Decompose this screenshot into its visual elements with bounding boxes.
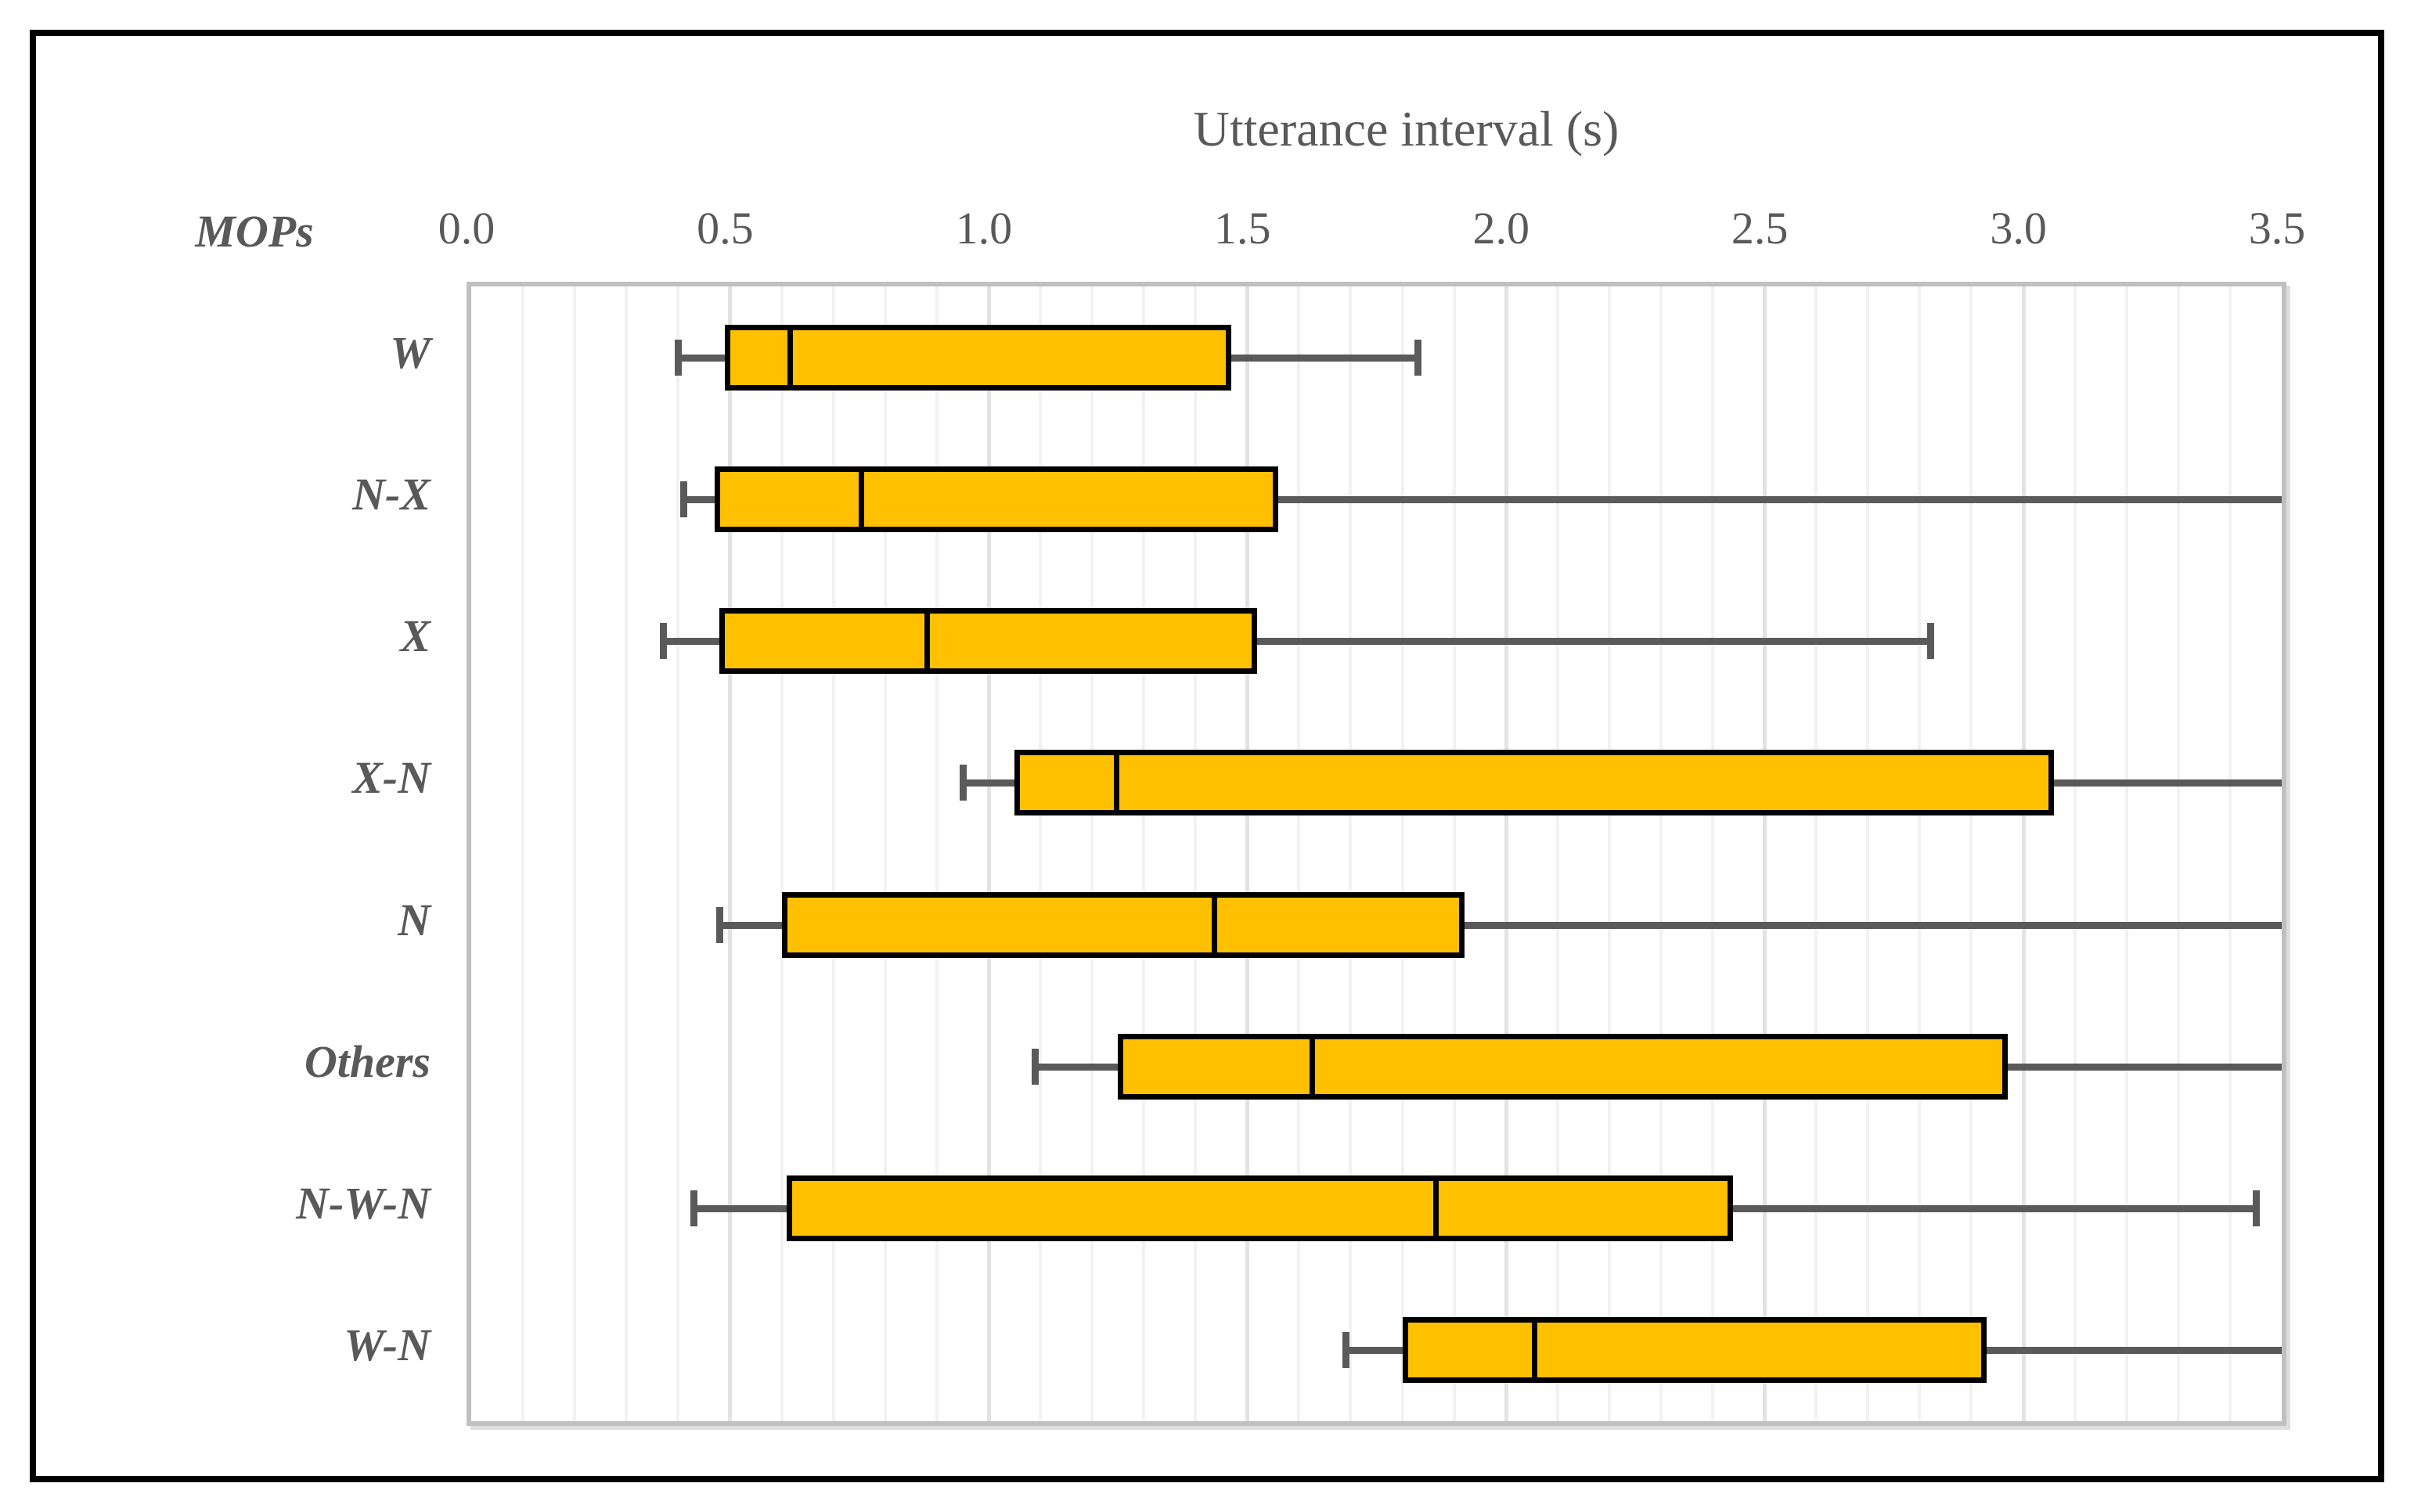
iqr-box xyxy=(1402,1317,1987,1384)
iqr-box xyxy=(1014,750,2055,816)
grid-line-minor xyxy=(1400,286,1404,1421)
x-tick-label: 2.0 xyxy=(1472,203,1529,254)
category-label: N-X xyxy=(352,468,431,520)
whisker-cap-min xyxy=(659,623,667,660)
whisker-line xyxy=(683,495,2282,503)
x-tick-label: 2.5 xyxy=(1731,203,1789,254)
grid-line-minor xyxy=(521,286,525,1421)
category-label: X-N xyxy=(352,752,431,804)
whisker-cap-min xyxy=(1032,1048,1039,1085)
plot-area xyxy=(467,282,2286,1426)
grid-line-minor xyxy=(1866,286,1870,1421)
grid-line-minor xyxy=(1555,286,1559,1421)
grid-line-minor xyxy=(1194,286,1198,1421)
category-label: X xyxy=(400,610,431,662)
median-line xyxy=(1433,1181,1439,1237)
grid-line-minor xyxy=(2176,286,2180,1421)
whisker-cap-max xyxy=(1414,339,1422,376)
grid-line-minor xyxy=(1297,286,1301,1421)
x-tick-label: 0.0 xyxy=(438,203,495,254)
median-line xyxy=(924,614,931,669)
grid-line-major xyxy=(2021,286,2026,1421)
x-tick-label: 0.5 xyxy=(697,203,754,254)
whisker-cap-min xyxy=(679,481,687,517)
iqr-box xyxy=(787,1175,1734,1242)
grid-line-minor xyxy=(1038,286,1042,1421)
grid-line-minor xyxy=(1814,286,1818,1421)
median-line xyxy=(859,471,865,527)
iqr-box xyxy=(724,324,1232,391)
category-label: N xyxy=(398,894,431,945)
category-label: Others xyxy=(304,1035,431,1087)
grid-line-major xyxy=(1245,286,1250,1421)
grid-line-minor xyxy=(1452,286,1456,1421)
whisker-line xyxy=(719,921,2282,929)
median-line xyxy=(1114,755,1120,811)
category-label: N-W-N xyxy=(296,1178,431,1229)
iqr-box xyxy=(781,891,1465,958)
whisker-cap-min xyxy=(1342,1332,1349,1369)
grid-line-minor xyxy=(1090,286,1094,1421)
x-tick-label: 1.0 xyxy=(955,203,1013,254)
grid-line-minor xyxy=(1349,286,1353,1421)
grid-line-minor xyxy=(2124,286,2128,1421)
y-axis-label: MOPs xyxy=(195,206,314,257)
grid-line-minor xyxy=(573,286,577,1421)
category-label: W xyxy=(390,326,431,378)
whisker-cap-min xyxy=(675,339,683,376)
grid-line-minor xyxy=(1969,286,1973,1421)
grid-line-minor xyxy=(2228,286,2232,1421)
iqr-box xyxy=(719,608,1258,675)
median-line xyxy=(787,329,794,385)
grid-line-minor xyxy=(883,286,887,1421)
grid-line-minor xyxy=(935,286,939,1421)
x-tick-label: 3.5 xyxy=(2248,203,2306,254)
chart-title: Utterance interval (s) xyxy=(1193,101,1620,157)
x-tick-label: 1.5 xyxy=(1214,203,1271,254)
plot-inner xyxy=(471,286,2282,1421)
grid-line-minor xyxy=(676,286,680,1421)
grid-line-major xyxy=(728,286,733,1421)
median-line xyxy=(1531,1323,1537,1378)
grid-line-minor xyxy=(625,286,629,1421)
whisker-line xyxy=(662,638,1930,646)
grid-line-minor xyxy=(780,286,784,1421)
whisker-cap-min xyxy=(716,906,724,943)
grid-line-major xyxy=(986,286,991,1421)
whisker-cap-max xyxy=(1926,623,1934,660)
median-line xyxy=(1211,897,1217,952)
grid-line-minor xyxy=(1659,286,1663,1421)
grid-line-minor xyxy=(1711,286,1715,1421)
grid-line-minor xyxy=(831,286,835,1421)
category-label: W-N xyxy=(344,1319,431,1371)
iqr-box xyxy=(714,466,1278,532)
grid-line-major xyxy=(1763,286,1767,1421)
iqr-box xyxy=(1118,1033,2008,1100)
grid-line-minor xyxy=(1918,286,1922,1421)
grid-line-minor xyxy=(2073,286,2077,1421)
whisker-cap-min xyxy=(959,765,967,801)
grid-line-major xyxy=(1504,286,1508,1421)
x-tick-label: 3.0 xyxy=(1990,203,2047,254)
grid-line-minor xyxy=(1142,286,1146,1421)
grid-line-minor xyxy=(1607,286,1611,1421)
median-line xyxy=(1309,1039,1315,1094)
whisker-cap-max xyxy=(2252,1190,2260,1227)
whisker-cap-min xyxy=(690,1190,698,1227)
